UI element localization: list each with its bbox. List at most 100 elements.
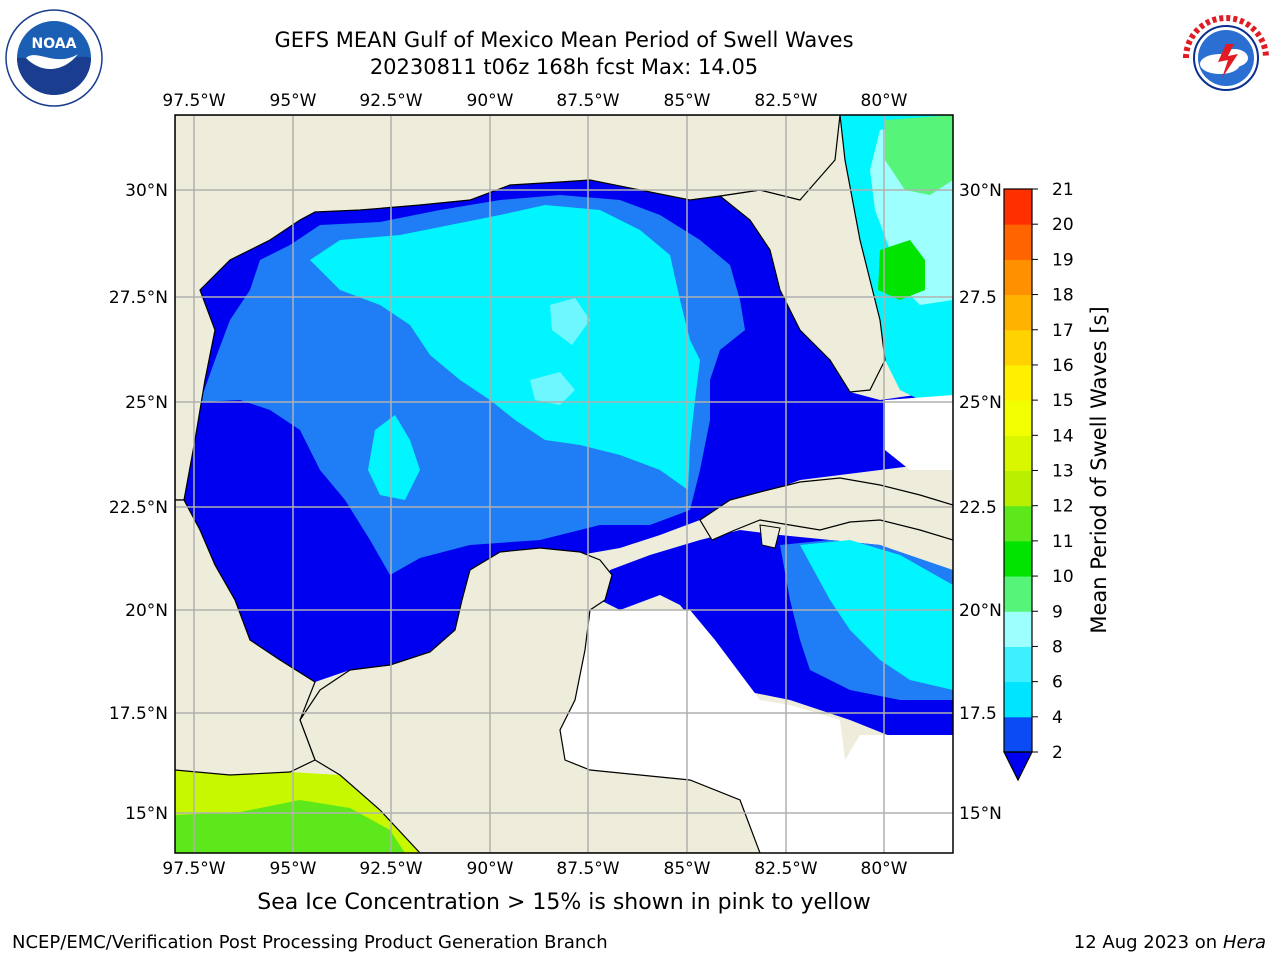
lon-label-bottom: 97.5°W: [162, 859, 225, 879]
lat-label-right: 22.5: [959, 498, 997, 518]
gulf-water-6-8s: [310, 205, 700, 490]
colorbar-tick-label: 20: [1052, 215, 1074, 235]
colorbar-segment: [1004, 400, 1032, 436]
lon-label-top: 92.5°W: [359, 91, 422, 111]
colorbar-tick-label: 12: [1052, 497, 1074, 517]
colorbar-segment: [1004, 681, 1032, 718]
bahamas-cuba-islands: [759, 524, 781, 549]
run-date: 12 Aug 2023 on Hera: [1074, 932, 1266, 953]
colorbar-tick-label: 19: [1052, 250, 1074, 270]
colorbar-tick-label: 9: [1052, 602, 1063, 622]
producer-credit: NCEP/EMC/Verification Post Processing Pr…: [12, 932, 608, 953]
colorbar-segment: [1004, 224, 1032, 260]
lon-labels-top: 97.5°W 95°W 92.5°W 90°W 87.5°W 85°W 82.5…: [162, 91, 907, 111]
lon-label-bottom: 90°W: [467, 859, 514, 879]
lat-label-right: 15°N: [959, 804, 1002, 824]
lat-label-left: 17.5°N: [109, 704, 168, 724]
colorbar-tick-label: 16: [1052, 356, 1074, 376]
caribbean-water-6-8s: [800, 540, 953, 690]
lat-label-right: 27.5: [959, 288, 997, 308]
colorbar-segment: [1004, 576, 1032, 612]
no-data-region-se: [845, 735, 953, 853]
us-gulf-coast-land: [175, 115, 841, 501]
atlantic-water-green: [885, 115, 953, 195]
colorbar-segments: [1004, 189, 1032, 753]
run-host: Hera: [1222, 932, 1266, 953]
colorbar-segment: [1004, 435, 1032, 471]
no-data-region-east: [885, 395, 953, 470]
colorbar-label: Mean Period of Swell Waves [s]: [1087, 306, 1111, 633]
lon-label-bottom: 80°W: [861, 859, 908, 879]
colorbar-tick-label: 8: [1052, 637, 1063, 657]
map-frame: [174, 114, 954, 854]
colorbar-tick-label: 17: [1052, 321, 1074, 341]
colorbar-segment: [1004, 540, 1032, 577]
lat-label-left: 20°N: [125, 601, 168, 621]
colorbar-segment: [1004, 646, 1032, 683]
colorbar-segment: [1004, 611, 1032, 647]
colorbar-tick-label: 14: [1052, 426, 1074, 446]
lat-label-left: 30°N: [125, 181, 168, 201]
colorbar: 2 4 6 8 9 10 11 12 13 14 15 16 17 18 19 20 21 Mean Perio…: [1003, 180, 1111, 782]
lon-label-top: 90°W: [467, 91, 514, 111]
caribbean-water-4-6s: [780, 540, 953, 700]
lat-labels-left: 30°N 27.5°N 25°N 22.5°N 20°N 17.5°N 15°N: [109, 181, 168, 824]
noaa-logo-text: NOAA: [32, 36, 77, 52]
lon-label-top: 82.5°W: [754, 91, 817, 111]
florida-land: [718, 115, 886, 393]
lon-label-top: 80°W: [861, 91, 908, 111]
lat-label-right: 25°N: [959, 393, 1002, 413]
colorbar-segment: [1004, 189, 1032, 225]
colorbar-segment: [1004, 716, 1032, 753]
lon-label-top: 85°W: [664, 91, 711, 111]
colorbar-tick-label: 6: [1052, 673, 1063, 693]
yucatan-land: [299, 547, 761, 853]
atlantic-water: [835, 115, 953, 405]
lon-label-top: 95°W: [270, 91, 317, 111]
lat-label-left: 25°N: [125, 393, 168, 413]
colorbar-tick-label: 13: [1052, 462, 1074, 482]
map-panel: [175, 115, 953, 853]
colorbar-segment: [1004, 505, 1032, 542]
colorbar-segment: [1004, 470, 1032, 507]
gulf-water-4-6s: [200, 195, 745, 575]
run-date-text: 12 Aug 2023 on: [1073, 932, 1218, 953]
gulf-water-8-9s-patch2: [550, 298, 590, 345]
lat-label-right: 30°N: [959, 181, 1002, 201]
gulf-water-cyan-west: [368, 415, 420, 500]
atlantic-water-green2: [878, 240, 925, 300]
caribbean-water: [600, 530, 953, 740]
lat-label-right: 20°N: [959, 601, 1002, 621]
lon-label-bottom: 85°W: [664, 859, 711, 879]
lon-label-bottom: 95°W: [270, 859, 317, 879]
colorbar-tick-label: 15: [1052, 391, 1074, 411]
lon-label-bottom: 87.5°W: [556, 859, 619, 879]
chart-title: GEFS MEAN Gulf of Mexico Mean Period of …: [274, 28, 854, 52]
colorbar-tick-label: 2: [1052, 743, 1063, 763]
lat-labels-right: 30°N 27.5 25°N 22.5 20°N 17.5 15°N: [959, 181, 1002, 824]
lat-label-left: 15°N: [125, 804, 168, 824]
colorbar-tick-label: 18: [1052, 286, 1074, 306]
colorbar-tick-label: 21: [1052, 180, 1074, 200]
cuba-land: [699, 477, 953, 541]
lat-label-right: 17.5: [959, 704, 997, 724]
colorbar-frame: [1003, 188, 1033, 753]
colorbar-segment: [1004, 329, 1032, 366]
colorbar-segment: [1004, 259, 1032, 296]
chart-subtitle: 20230811 t06z 168h fcst Max: 14.05: [369, 55, 759, 79]
colorbar-extend-arrow: [1003, 751, 1033, 782]
noaa-logo: NOAA: [5, 9, 103, 107]
lat-label-left: 27.5°N: [109, 288, 168, 308]
land-area: [175, 115, 953, 853]
lon-label-top: 97.5°W: [162, 91, 225, 111]
mexico-land: [175, 499, 316, 776]
atlantic-water-light: [870, 120, 953, 305]
sea-ice-note: Sea Ice Concentration > 15% is shown in …: [257, 890, 871, 915]
pacific-water-green: [175, 800, 405, 853]
colorbar-tick-label: 11: [1052, 532, 1074, 552]
colorbar-tick-label: 10: [1052, 567, 1074, 587]
colorbar-segment: [1004, 294, 1032, 331]
colorbar-tick-label: 4: [1052, 708, 1063, 728]
no-data-region: [560, 610, 850, 853]
